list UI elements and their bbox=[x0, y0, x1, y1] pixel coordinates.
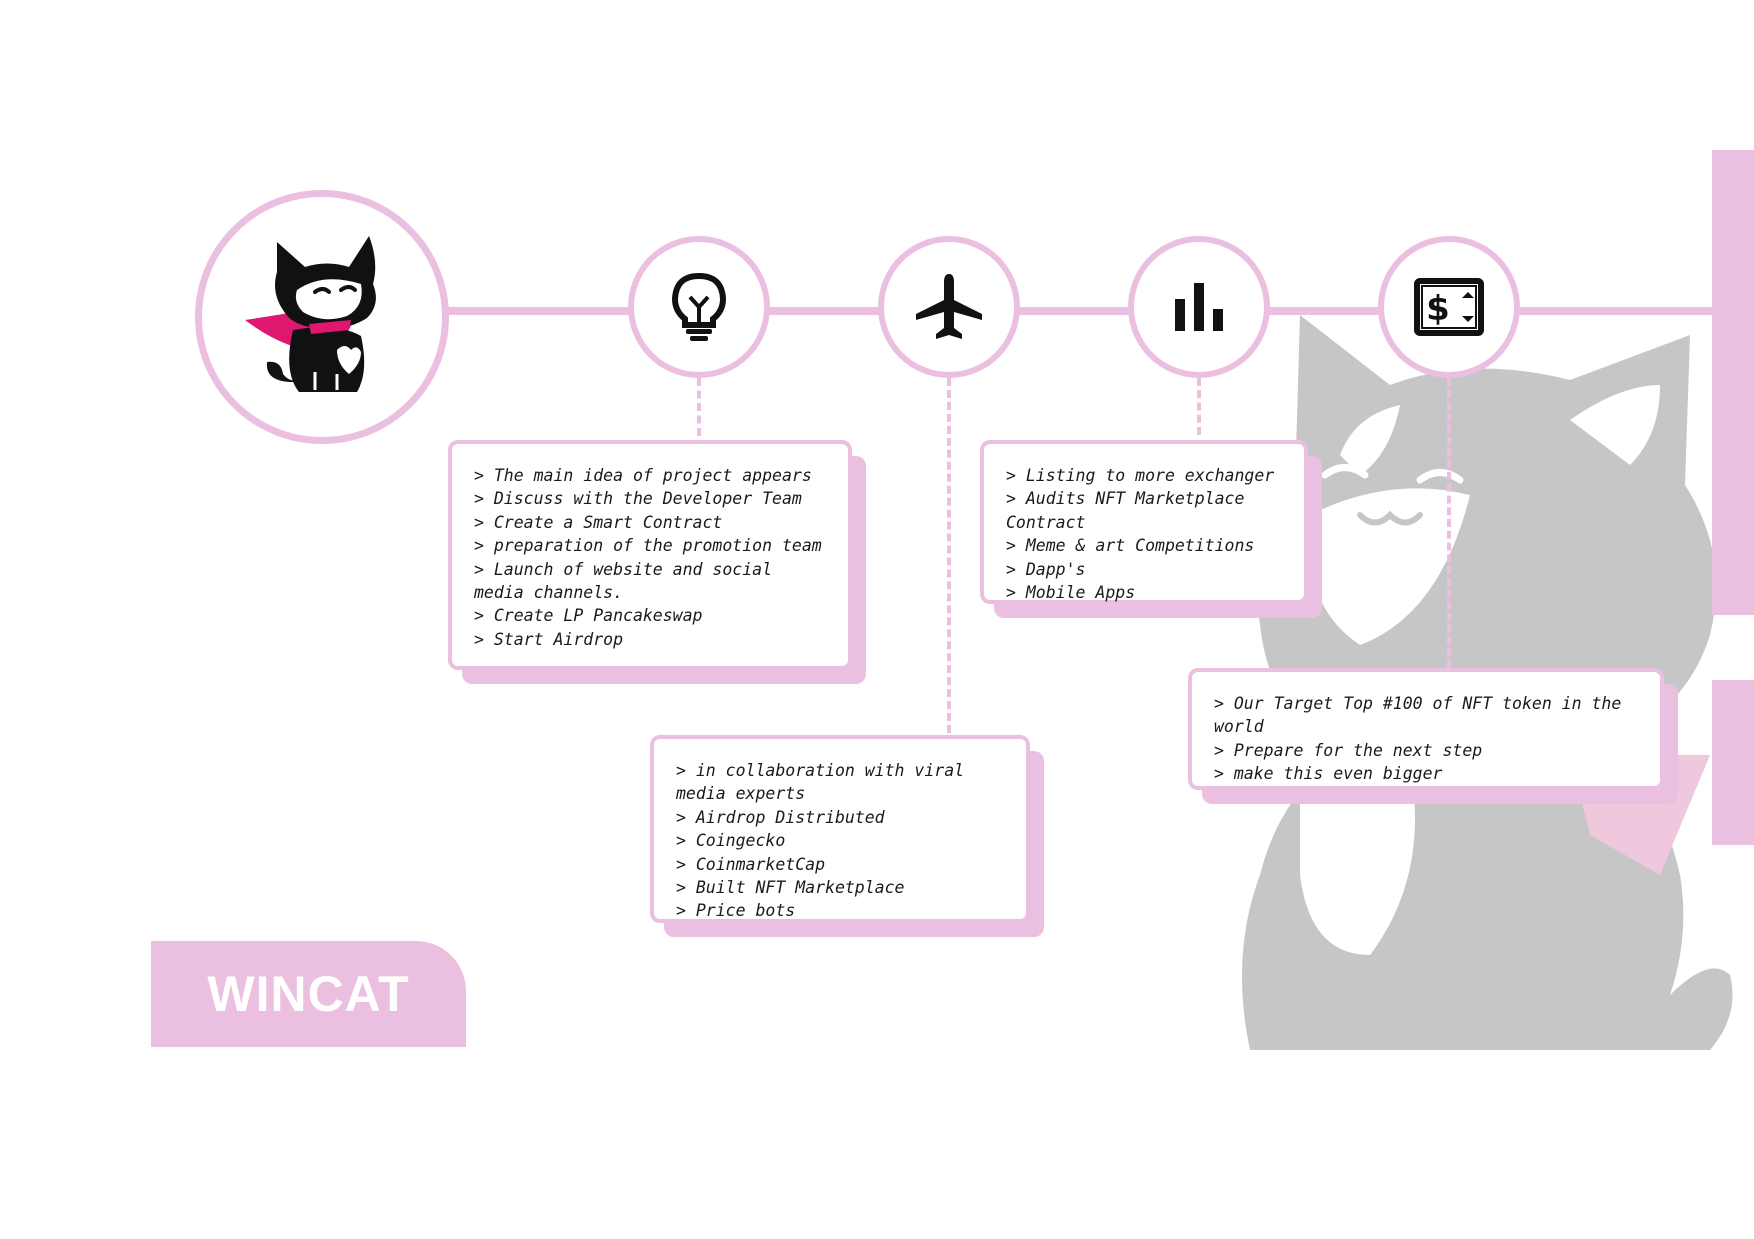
airplane-icon bbox=[916, 274, 982, 339]
list-item: > make this even bigger bbox=[1214, 764, 1443, 784]
list-item: > Discuss with the Developer Team bbox=[474, 489, 802, 509]
list-item: > Audits NFT Marketplace Contract bbox=[1006, 489, 1255, 532]
list-item: > Start Airdrop bbox=[474, 629, 624, 649]
list-item: > Prepare for the next step bbox=[1214, 740, 1483, 760]
list-item: > Coingecko bbox=[676, 831, 786, 851]
right-accent-bar-lower bbox=[1712, 680, 1754, 845]
svg-text:$: $ bbox=[1426, 289, 1450, 329]
list-item: > The main idea of project appears bbox=[474, 466, 812, 485]
connector-2 bbox=[947, 378, 951, 733]
list-item: > Dapp's bbox=[1006, 559, 1086, 579]
phase-2-node bbox=[878, 236, 1020, 378]
right-accent-bar bbox=[1712, 150, 1754, 615]
phase-4-node: $ bbox=[1378, 236, 1520, 378]
brand-tag: WINCAT bbox=[151, 941, 466, 1047]
phase-3-node bbox=[1128, 236, 1270, 378]
phase-2-card: > in collaboration with viral media expe… bbox=[650, 735, 1030, 923]
list-item: > Launch of website and social media cha… bbox=[474, 559, 782, 603]
cat-mascot-icon bbox=[245, 236, 376, 392]
phase-1-card: > The main idea of project appears > Dis… bbox=[448, 440, 852, 670]
list-item: > CoinmarketCap bbox=[676, 854, 826, 874]
logo-circle bbox=[195, 190, 449, 444]
lightbulb-icon bbox=[671, 272, 727, 341]
list-item: > Listing to more exchanger bbox=[1006, 466, 1275, 485]
list-item: > Meme & art Competitions bbox=[1006, 536, 1255, 556]
phase-1-node bbox=[628, 236, 770, 378]
list-item: > Create a Smart Contract bbox=[474, 512, 723, 532]
list-item: > in collaboration with viral media expe… bbox=[676, 761, 975, 804]
list-item: > Airdrop Distributed bbox=[676, 807, 885, 827]
connector-4 bbox=[1447, 378, 1451, 668]
list-item: > Built NFT Marketplace bbox=[676, 878, 905, 898]
connector-1 bbox=[697, 378, 701, 436]
list-item: > Mobile Apps bbox=[1006, 583, 1136, 603]
list-item: > Price bots bbox=[676, 901, 796, 921]
list-item: > Our Target Top #100 of NFT token in th… bbox=[1214, 694, 1632, 737]
phase-4-card: > Our Target Top #100 of NFT token in th… bbox=[1188, 668, 1664, 790]
list-item: > preparation of the promotion team bbox=[474, 536, 822, 556]
timeline-line bbox=[430, 307, 1712, 315]
connector-3 bbox=[1197, 378, 1201, 435]
money-icon: $ bbox=[1414, 278, 1484, 336]
bar-chart-icon bbox=[1175, 283, 1223, 331]
phase-3-card: > Listing to more exchanger > Audits NFT… bbox=[980, 440, 1308, 604]
list-item: > Create LP Pancakeswap bbox=[474, 606, 703, 626]
brand-name: WINCAT bbox=[207, 966, 410, 1022]
